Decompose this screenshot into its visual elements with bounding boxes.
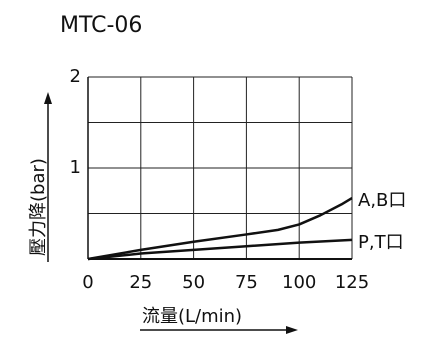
- y-tick-label: 1: [70, 157, 81, 178]
- y-axis-arrow-head: [44, 92, 52, 104]
- series-line: [87, 238, 353, 261]
- series-group: A,B口 P,T口: [87, 190, 406, 261]
- ticks: 0 25 50 75 100 125 1 2: [70, 66, 370, 293]
- x-axis-label: 流量(L/min): [142, 306, 242, 327]
- x-tick-label: 100: [282, 272, 316, 293]
- x-tick-label: 75: [235, 272, 258, 293]
- x-tick-label: 125: [335, 272, 369, 293]
- series-label: P,T口: [358, 232, 404, 253]
- chart-title: MTC-06: [60, 13, 142, 38]
- x-tick-label: 25: [129, 272, 152, 293]
- x-axis-arrow-head: [286, 326, 298, 334]
- x-tick-label: 50: [182, 272, 205, 293]
- series-label: A,B口: [358, 190, 406, 211]
- y-tick-label: 2: [70, 66, 81, 87]
- grid: [88, 76, 353, 259]
- series-line: [87, 196, 353, 261]
- y-axis-label: 壓力降(bar): [28, 158, 49, 256]
- axes: [44, 77, 352, 334]
- x-tick-label: 0: [82, 272, 93, 293]
